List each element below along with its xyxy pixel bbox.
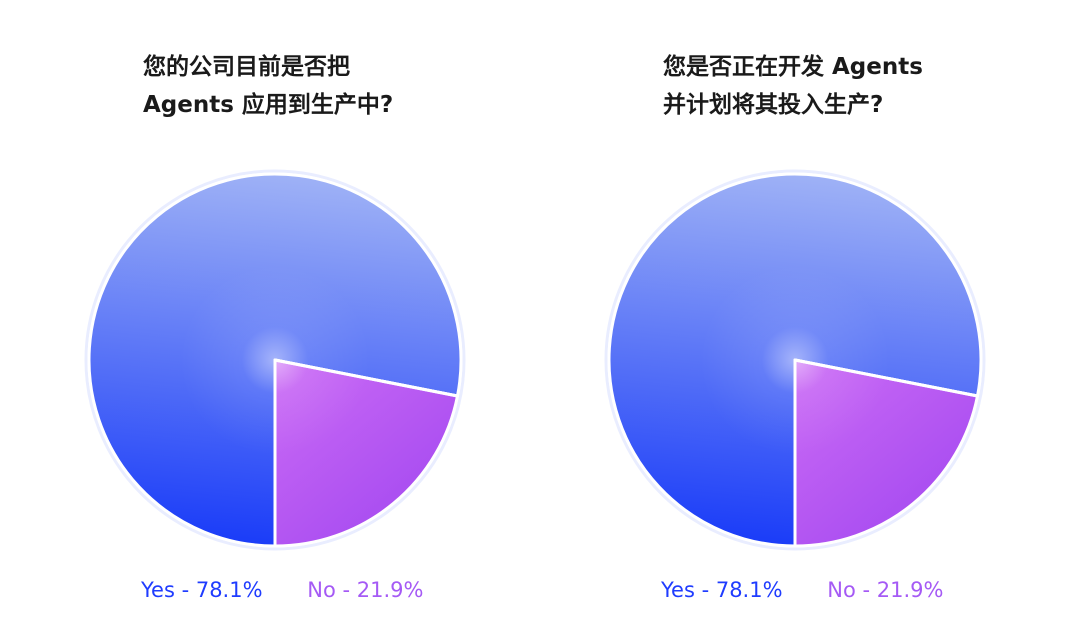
pie-slice-divider [273, 358, 459, 398]
chart-legend: Yes - 78.1% No - 21.9% [661, 573, 943, 607]
legend-item-no: No - 21.9% [827, 578, 944, 602]
chart-legend: Yes - 78.1% No - 21.9% [141, 573, 423, 607]
chart-title-line-1: 您的公司目前是否把 [143, 54, 350, 80]
pie-chart [604, 169, 986, 551]
pie-halo [84, 169, 466, 551]
legend-item-yes: Yes - 78.1% [141, 578, 263, 602]
chart-panel-agents-in-production: 您的公司目前是否把 Agents 应用到生产中? Yes - 78.1% No … [84, 48, 503, 607]
pie-chart [84, 169, 466, 551]
legend-item-yes: Yes - 78.1% [661, 578, 783, 602]
chart-panel-developing-agents: 您是否正在开发 Agents 并计划将其投入生产? Yes - 78.1% No… [520, 0, 1060, 644]
chart-title-line-2: 并计划将其投入生产? [663, 92, 884, 118]
chart-title: 您的公司目前是否把 Agents 应用到生产中? [143, 48, 503, 124]
chart-title-line-1: 您是否正在开发 Agents [663, 54, 923, 80]
pie-slice-divider [793, 358, 979, 398]
legend-item-no: No - 21.9% [307, 578, 424, 602]
chart-title: 您是否正在开发 Agents 并计划将其投入生产? [663, 48, 1023, 124]
chart-title-line-2: Agents 应用到生产中? [143, 92, 394, 118]
pie-halo [604, 169, 986, 551]
